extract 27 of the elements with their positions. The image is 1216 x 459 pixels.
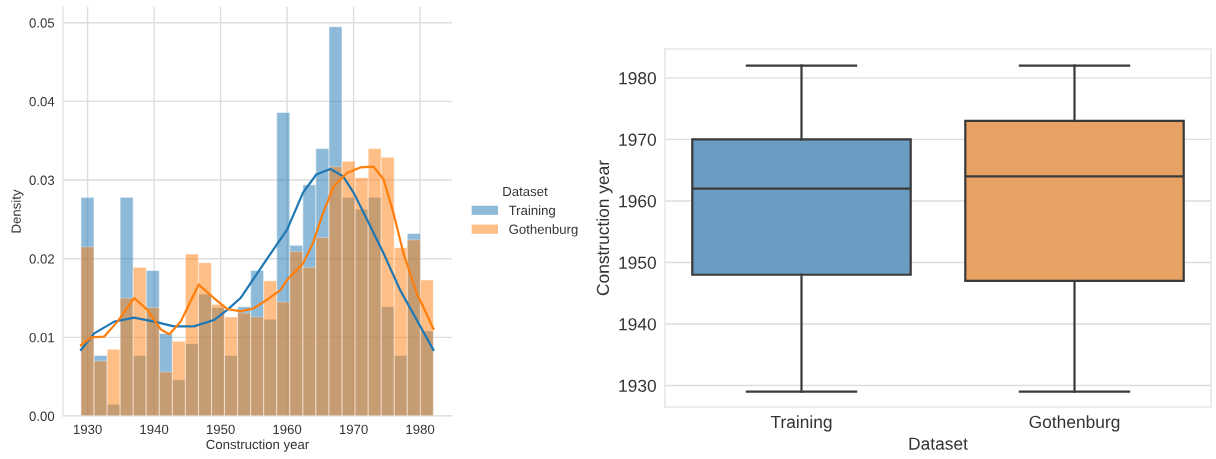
- y-tick-label: 1960: [619, 195, 656, 208]
- y-tick-label: 0.00: [29, 411, 55, 421]
- legend-title: Dataset: [503, 186, 548, 197]
- y-tick-label: 1930: [619, 379, 656, 392]
- y-tick-label: 1970: [619, 133, 656, 146]
- x-tick-label: 1960: [273, 424, 302, 435]
- y-tick-label: 0.02: [29, 254, 55, 264]
- y-tick-label: 0.05: [29, 18, 55, 28]
- y-tick-label: 0.04: [29, 96, 55, 107]
- y-axis-title: Construction year: [596, 160, 613, 296]
- legend-label: Gothenburg: [509, 224, 578, 237]
- x-tick-label: 1930: [73, 424, 102, 435]
- y-tick-label: 1940: [619, 318, 656, 331]
- x-tick-label: Gothenburg: [1029, 415, 1120, 432]
- x-axis-title: Dataset: [909, 437, 968, 450]
- y-axis-title: Density: [11, 189, 24, 233]
- y-tick-label: 0.03: [29, 175, 55, 185]
- x-tick-label: 1940: [140, 424, 169, 435]
- x-tick-label: 1950: [206, 424, 235, 435]
- y-tick-label: 0.01: [29, 332, 55, 343]
- x-axis-title: Construction year: [206, 439, 309, 452]
- y-tick-label: 1980: [619, 72, 656, 85]
- legend-label: Training: [508, 205, 555, 218]
- x-tick-label: 1980: [406, 424, 435, 435]
- y-tick-label: 1950: [619, 256, 656, 269]
- x-tick-label: 1970: [339, 424, 368, 435]
- x-tick-label: Training: [770, 415, 832, 432]
